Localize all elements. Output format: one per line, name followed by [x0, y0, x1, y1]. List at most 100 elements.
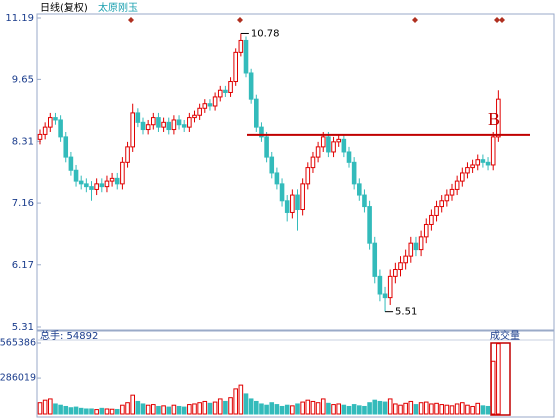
- candle-body: [181, 124, 187, 128]
- volume-label: 成交量: [490, 329, 520, 342]
- candle-body: [84, 183, 89, 188]
- candle-body: [151, 117, 156, 126]
- candle-body: [434, 206, 439, 216]
- volume-bar: [408, 400, 414, 415]
- candle-body: [480, 159, 486, 163]
- candle-body: [48, 117, 53, 128]
- volume-bar: [130, 394, 135, 415]
- volume-bar: [78, 407, 84, 415]
- candle-body: [171, 119, 177, 131]
- volume-bar: [254, 400, 259, 415]
- candle-body: [331, 141, 336, 153]
- candle-body: [114, 177, 120, 185]
- candle-body: [351, 161, 357, 185]
- candle-body: [228, 81, 233, 93]
- volume-bar: [233, 388, 238, 415]
- y-tick-label: 5.31: [12, 322, 34, 333]
- candle-body: [465, 167, 470, 174]
- volume-bar: [202, 400, 208, 415]
- candle-body: [135, 112, 141, 123]
- volume-bar: [243, 393, 249, 415]
- candle-body: [429, 214, 434, 225]
- candle-body: [254, 98, 259, 128]
- volume-bar: [418, 402, 424, 415]
- event-marker: [499, 17, 505, 23]
- volume-bar: [259, 403, 264, 415]
- annotation: 5.51: [395, 307, 417, 318]
- candle-body: [73, 169, 79, 182]
- candle-body: [192, 114, 197, 119]
- volume-bar: [295, 403, 300, 415]
- volume-bar: [37, 402, 43, 415]
- candle-body: [223, 89, 228, 93]
- candle-body: [63, 136, 69, 158]
- candle-body: [439, 200, 444, 208]
- candle-body: [264, 136, 269, 158]
- candle-body: [367, 206, 372, 244]
- candle-body: [120, 161, 125, 185]
- volume-bar: [140, 403, 146, 415]
- volume-bar: [238, 384, 244, 415]
- volume-bar: [63, 405, 69, 415]
- candle-body: [387, 275, 393, 299]
- reference-label: B: [488, 109, 500, 129]
- volume-bar: [109, 408, 115, 415]
- volume-bar: [192, 403, 197, 415]
- price-panel: [36, 13, 555, 331]
- volume-bar: [300, 401, 305, 415]
- volume-bar: [284, 404, 290, 415]
- volume-bar: [58, 404, 63, 415]
- candle-body: [305, 167, 311, 185]
- volume-bar: [120, 404, 125, 415]
- candle-body: [279, 183, 285, 202]
- candle-body: [460, 172, 465, 182]
- candle-body: [382, 293, 388, 299]
- event-markers: [128, 17, 505, 23]
- candle-body: [336, 138, 341, 143]
- volume-bar: [94, 409, 99, 415]
- candle-body: [393, 269, 398, 277]
- volume-bar: [187, 404, 192, 415]
- y-tick-label: 8.31: [12, 136, 34, 147]
- volume-bar: [151, 404, 156, 415]
- chart-title: 日线(复权): [40, 1, 88, 14]
- candle-body: [140, 121, 146, 131]
- y-tick-label: 9.65: [12, 74, 34, 85]
- candle-body: [53, 117, 58, 121]
- volume-bar: [387, 398, 393, 415]
- candle-body: [326, 136, 331, 153]
- volume-bar: [305, 399, 311, 415]
- candle-body: [145, 124, 151, 131]
- candle-body: [78, 180, 84, 185]
- event-marker: [237, 17, 243, 23]
- candle-body: [413, 242, 419, 251]
- volume-bar: [135, 400, 141, 415]
- candle-body: [290, 194, 295, 213]
- event-marker: [494, 17, 500, 23]
- volume-title: 总手: 54892: [40, 329, 98, 342]
- volume-bar: [485, 405, 491, 415]
- candle-body: [377, 275, 383, 295]
- candle-body: [341, 138, 347, 153]
- candle-body: [166, 121, 172, 131]
- candle-body: [403, 255, 408, 264]
- candle-body: [315, 146, 321, 158]
- candle-body: [37, 133, 43, 140]
- candle-body: [109, 177, 115, 182]
- volume-bar: [367, 402, 372, 415]
- y-tick-label: 6.17: [12, 260, 34, 271]
- volume-bar: [357, 405, 362, 415]
- volume-bar: [212, 401, 218, 415]
- candle-body: [300, 183, 305, 211]
- volume-bar: [68, 407, 74, 415]
- volume-bar: [248, 398, 254, 415]
- volume-bar: [315, 402, 321, 415]
- candle-body: [130, 112, 135, 148]
- volume-bar: [429, 403, 434, 415]
- candle-body: [346, 151, 352, 163]
- volume-bar: [197, 402, 202, 415]
- volume-bar: [413, 404, 419, 415]
- volume-bar: [470, 405, 475, 415]
